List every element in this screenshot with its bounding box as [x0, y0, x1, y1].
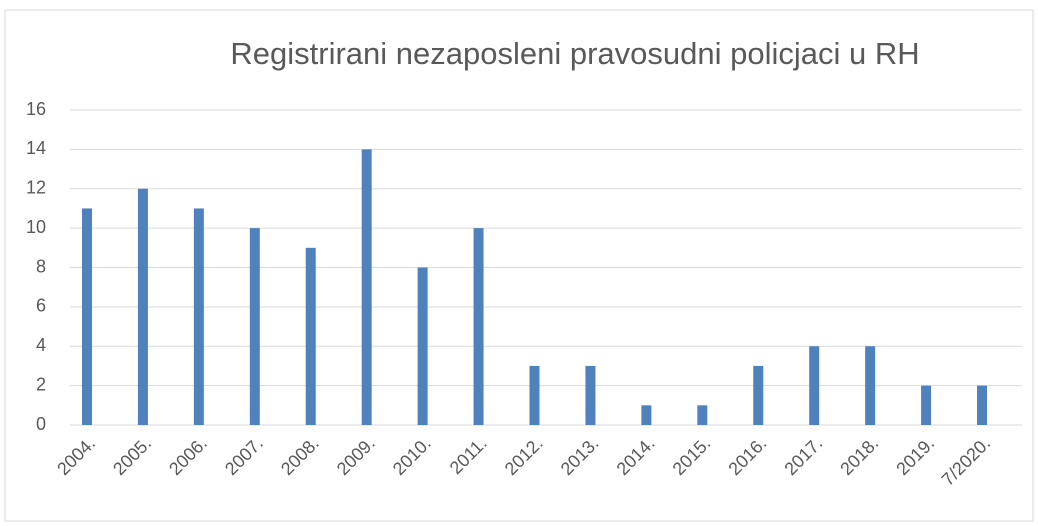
chart-border [4, 9, 1034, 522]
y-tick-label: 4 [36, 335, 46, 355]
y-tick-label: 10 [26, 217, 46, 237]
chart-title: Registrirani nezaposleni pravosudni poli… [230, 36, 919, 71]
y-tick-label: 12 [26, 178, 46, 198]
bar [753, 365, 764, 425]
y-tick-label: 2 [36, 374, 46, 394]
bar [473, 228, 484, 425]
bar [529, 365, 540, 425]
bar [417, 267, 428, 425]
bar [697, 405, 708, 425]
bar [81, 208, 92, 425]
bar [865, 346, 876, 425]
bar [305, 247, 316, 425]
bar [809, 346, 820, 425]
y-tick-label: 6 [36, 296, 46, 316]
bar [193, 208, 204, 425]
bar [249, 228, 260, 425]
bar [585, 365, 596, 425]
y-tick-label: 8 [36, 256, 46, 276]
bar [137, 188, 148, 425]
y-tick-label: 16 [26, 99, 46, 119]
y-tick-label: 0 [36, 414, 46, 434]
y-tick-label: 14 [26, 138, 46, 158]
bar [977, 385, 988, 425]
bar [641, 405, 652, 425]
bar [921, 385, 932, 425]
bar [361, 149, 372, 425]
